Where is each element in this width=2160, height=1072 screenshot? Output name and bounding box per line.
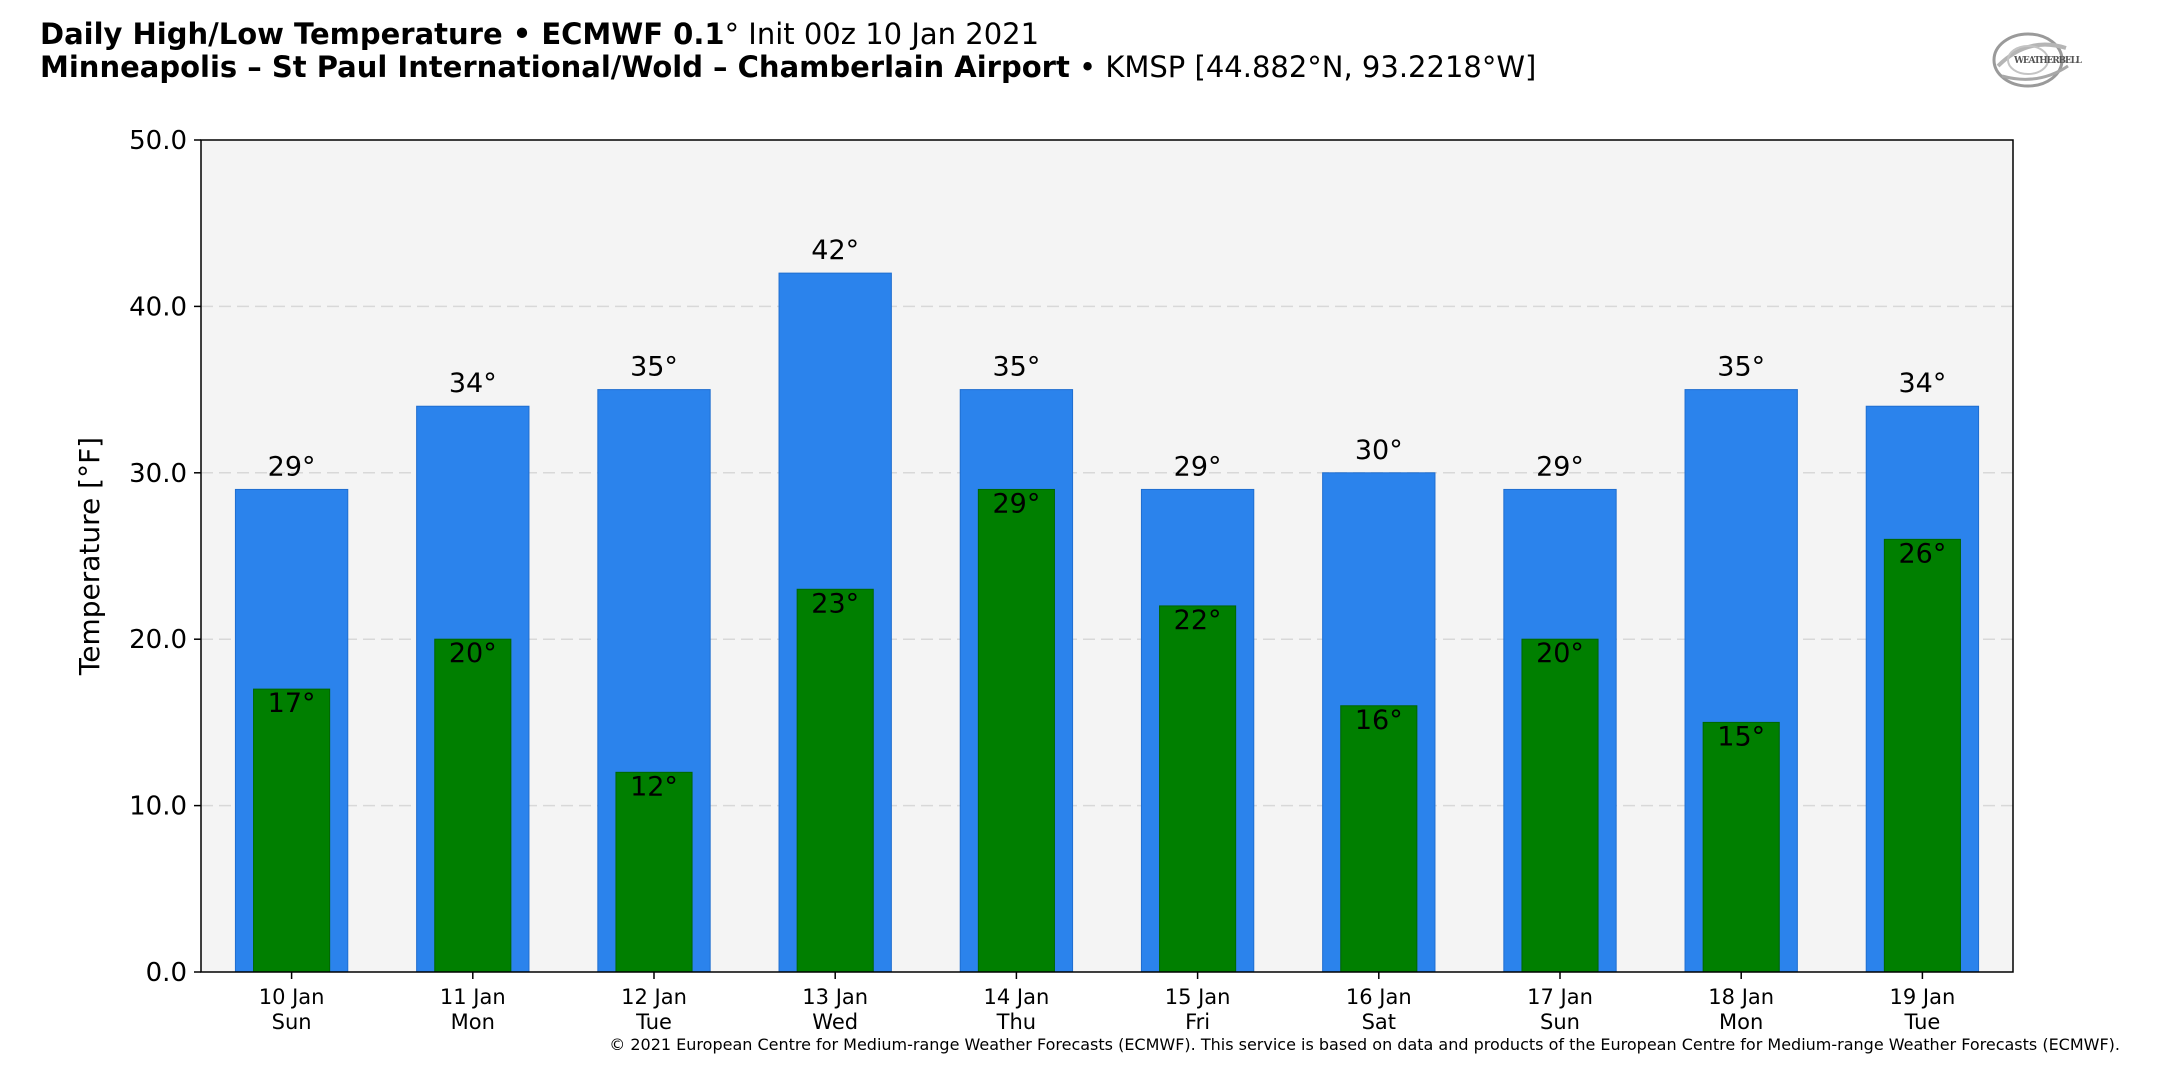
x-tick-weekday: Sun xyxy=(1540,1010,1580,1034)
low-label: 26° xyxy=(1898,538,1946,569)
low-bar xyxy=(615,771,693,973)
low-series xyxy=(253,488,1961,973)
x-tick-weekday: Mon xyxy=(451,1010,495,1034)
low-label: 29° xyxy=(992,488,1040,519)
chart-subtitle: Minneapolis – St Paul International/Wold… xyxy=(40,51,1536,84)
x-tick-weekday: Wed xyxy=(812,1010,858,1034)
high-label: 42° xyxy=(811,235,859,266)
low-bar xyxy=(253,688,331,973)
low-bar xyxy=(1521,638,1599,973)
title-model: Daily High/Low Temperature • ECMWF 0.1 xyxy=(40,17,725,51)
low-label: 23° xyxy=(811,588,859,619)
high-label: 34° xyxy=(1898,368,1946,399)
x-tick-date: 15 Jan xyxy=(1165,985,1231,1009)
low-bar xyxy=(1159,605,1237,973)
low-label: 12° xyxy=(630,771,678,802)
high-label: 34° xyxy=(449,368,497,399)
station-name: Minneapolis – St Paul International/Wold… xyxy=(40,50,1070,84)
low-label: 17° xyxy=(268,688,316,719)
logo-text: WEATHERBELL xyxy=(2013,56,2083,66)
y-tick-label: 10.0 xyxy=(129,792,187,822)
low-label: 20° xyxy=(1536,638,1584,669)
x-tick-weekday: Tue xyxy=(1903,1010,1940,1034)
copyright-notice: © 2021 European Centre for Medium-range … xyxy=(609,1035,2120,1054)
chart-header: Daily High/Low Temperature • ECMWF 0.1° … xyxy=(40,18,1536,84)
high-label: 29° xyxy=(1174,451,1222,482)
high-label: 29° xyxy=(268,451,316,482)
y-tick-label: 30.0 xyxy=(129,459,187,489)
plot-frame xyxy=(200,139,2014,973)
low-bar xyxy=(434,638,512,973)
x-tick-date: 11 Jan xyxy=(440,985,506,1009)
y-tick-label: 20.0 xyxy=(129,625,187,655)
y-axis-label: Temperature [°F] xyxy=(73,437,106,676)
low-bar xyxy=(1340,705,1418,973)
high-label: 29° xyxy=(1536,451,1584,482)
low-label: 20° xyxy=(449,638,497,669)
low-label: 15° xyxy=(1717,721,1765,752)
x-tick-date: 18 Jan xyxy=(1708,985,1774,1009)
y-tick-label: 50.0 xyxy=(129,126,187,156)
x-tick-date: 10 Jan xyxy=(259,985,325,1009)
weatherbell-logo: WEATHERBELL xyxy=(1992,32,2083,88)
x-tick-weekday: Sat xyxy=(1362,1010,1396,1034)
low-label: 22° xyxy=(1174,605,1222,636)
title-degree: ° xyxy=(724,17,740,51)
high-label: 30° xyxy=(1355,435,1403,466)
x-tick-date: 12 Jan xyxy=(621,985,687,1009)
x-tick-weekday: Thu xyxy=(996,1010,1036,1034)
x-tick-date: 17 Jan xyxy=(1527,985,1593,1009)
x-tick-date: 13 Jan xyxy=(802,985,868,1009)
x-tick-date: 16 Jan xyxy=(1346,985,1412,1009)
x-tick-weekday: Sun xyxy=(272,1010,312,1034)
y-axis: 0.0 10.0 20.0 30.0 40.0 50.0 xyxy=(129,126,201,988)
x-tick-weekday: Tue xyxy=(635,1010,672,1034)
grid-lines xyxy=(201,305,2013,807)
low-bar xyxy=(1883,538,1961,973)
data-labels: 29° 17° 34° 20° 35° 12° 42° 23° 35° 29° 29° 22° 30° 1… xyxy=(268,235,1947,802)
chart-title: Daily High/Low Temperature • ECMWF 0.1° … xyxy=(40,18,1536,51)
low-label: 16° xyxy=(1355,705,1403,736)
y-tick-label: 0.0 xyxy=(146,958,187,988)
high-label: 35° xyxy=(1717,352,1765,383)
high-label: 35° xyxy=(630,352,678,383)
y-tick-label: 40.0 xyxy=(129,292,187,322)
low-bar xyxy=(977,488,1055,973)
title-init: Init 00z 10 Jan 2021 xyxy=(739,17,1040,51)
x-tick-weekday: Mon xyxy=(1719,1010,1763,1034)
high-label: 35° xyxy=(992,352,1040,383)
low-bar xyxy=(796,588,874,973)
x-tick-date: 19 Jan xyxy=(1890,985,1956,1009)
x-tick-weekday: Fri xyxy=(1185,1010,1210,1034)
x-tick-date: 14 Jan xyxy=(984,985,1050,1009)
low-bar xyxy=(1702,721,1780,973)
station-coords: • KMSP [44.882°N, 93.2218°W] xyxy=(1069,50,1537,84)
